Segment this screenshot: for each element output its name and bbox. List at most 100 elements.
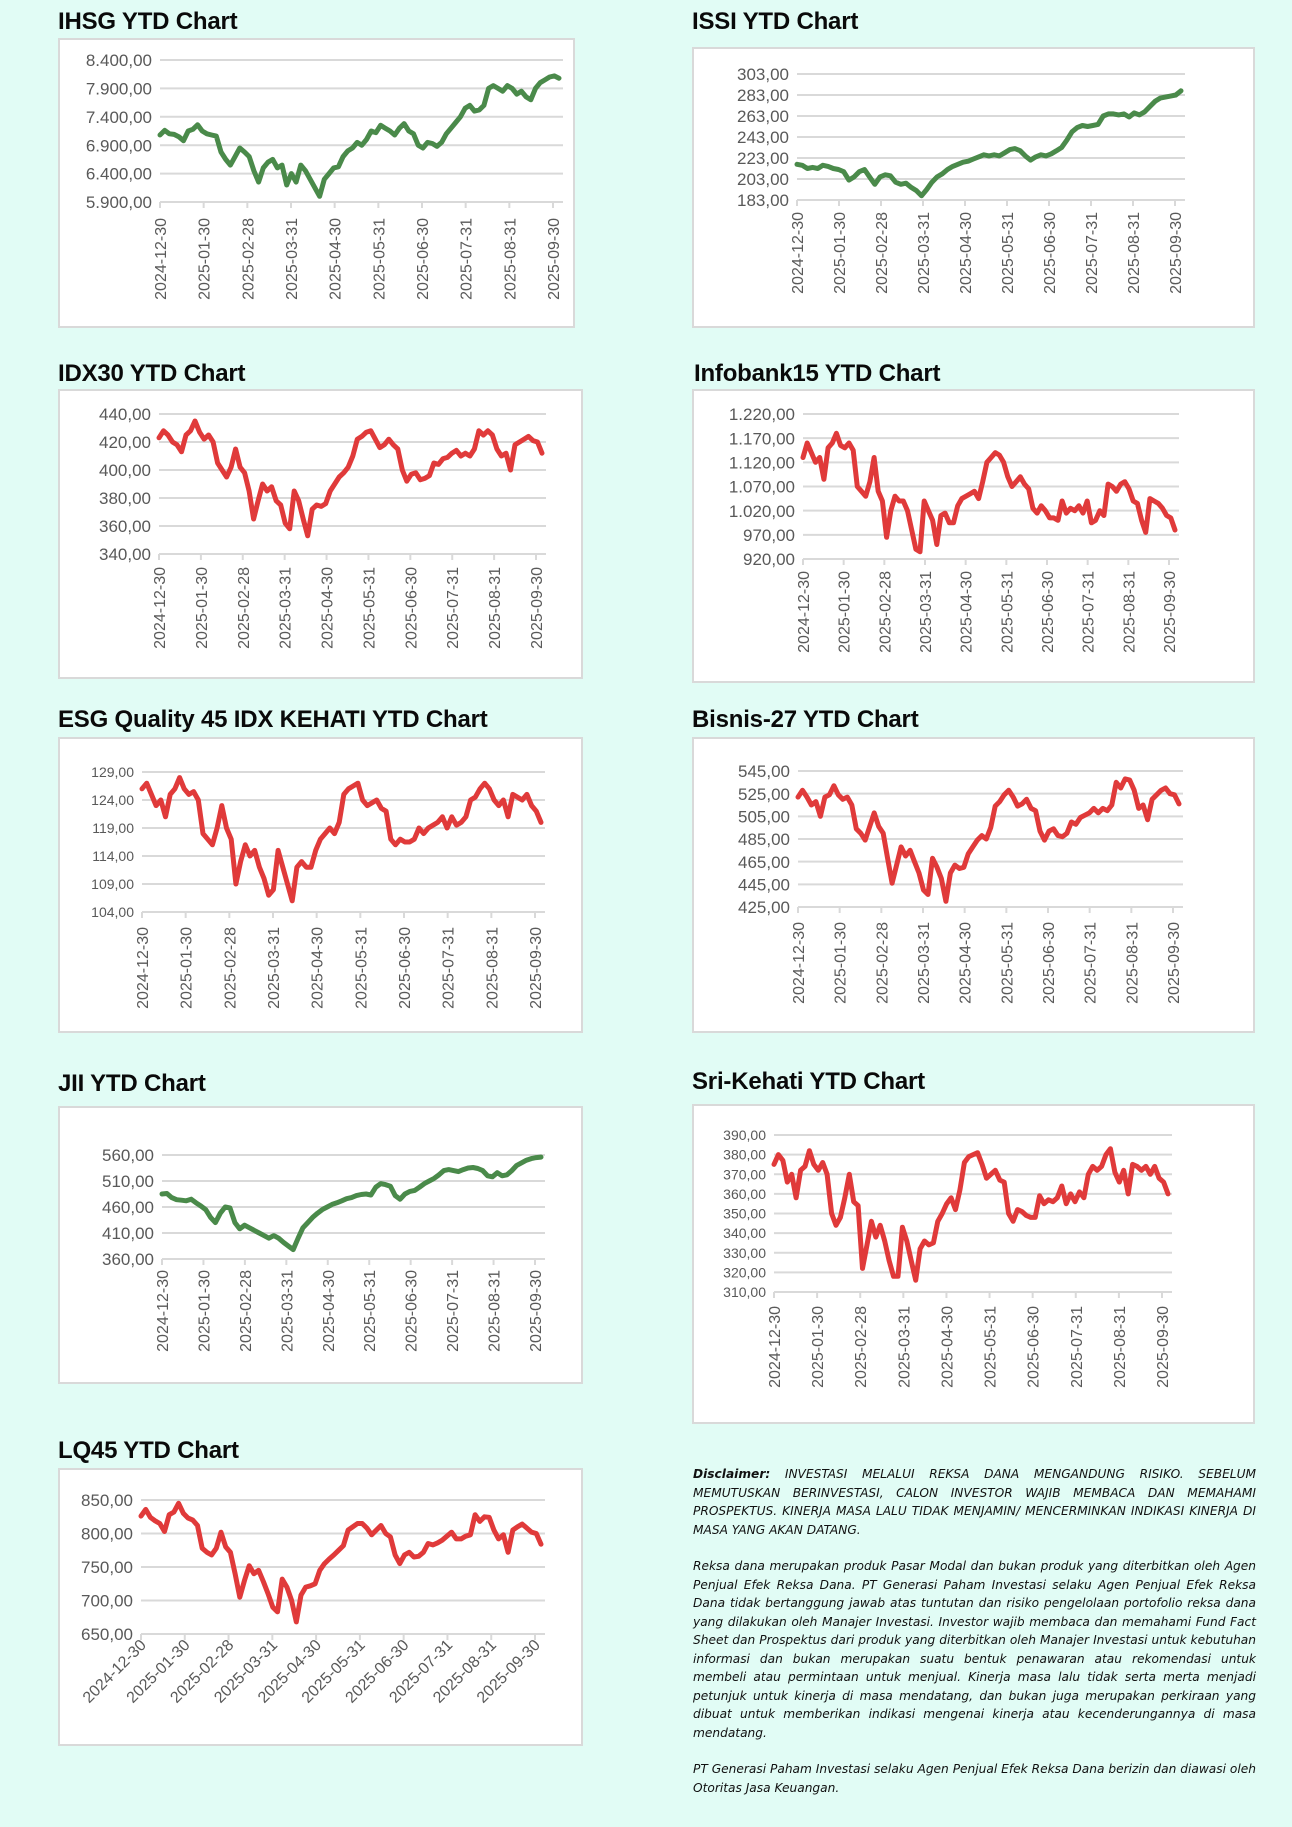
- y-tick-label: 850,00: [81, 1491, 133, 1510]
- y-tick-label: 545,00: [738, 762, 790, 781]
- chart-panel-esgq45: 104,00 109,00 114,00 119,00 124,00 129,00 2024…: [58, 737, 583, 1033]
- y-tick-label: 263,00: [737, 107, 789, 126]
- x-tick-label: 2025-04-30: [959, 571, 976, 653]
- chart-title: LQ45 YTD Chart: [58, 1437, 239, 1464]
- chart-panel-bisnis27: 425,00 445,00 465,00 485,00 505,00 525,00 545,…: [692, 737, 1255, 1033]
- x-tick-label: 2024-12-30: [135, 927, 152, 1009]
- x-tick-label: 2025-03-31: [896, 1306, 913, 1388]
- series-line: [795, 776, 1182, 904]
- x-tick-label: 2025-04-30: [939, 1306, 956, 1388]
- disclaimer-paragraph-1: Disclaimer: INVESTASI MELALUI REKSA DANA…: [693, 1465, 1256, 1539]
- x-tick-label: 2025-03-31: [266, 927, 283, 1009]
- x-tick-label: 2025-04-30: [958, 922, 975, 1004]
- chart-panel-idx30: 340,00 360,00 380,00 400,00 420,00 440,00 2024…: [58, 389, 583, 679]
- y-tick-label: 124,00: [91, 792, 134, 808]
- y-tick-label: 5.900,00: [86, 193, 152, 212]
- y-tick-label: 6.900,00: [86, 136, 152, 155]
- chart-block-ihsg: IHSG YTD Chart: [58, 8, 238, 36]
- series-line: [138, 1500, 544, 1625]
- chart-svg: 920,00 970,00 1.020,00 1.070,00 1.120,00 1.17…: [729, 405, 1179, 653]
- x-tick-label: 2024-12-30: [791, 922, 808, 1004]
- chart-svg: 104,00 109,00 114,00 119,00 124,00 129,00 2024…: [91, 764, 545, 1009]
- y-tick-label: 920,00: [743, 550, 795, 569]
- x-tick-label: 2025-08-31: [1126, 212, 1143, 294]
- y-tick-label: 505,00: [738, 807, 790, 826]
- y-tick-label: 6.400,00: [86, 165, 152, 184]
- y-tick-label: 7.900,00: [86, 80, 152, 99]
- y-tick-label: 445,00: [738, 875, 790, 894]
- series-line: [794, 88, 1184, 199]
- chart-title: JII YTD Chart: [58, 1070, 206, 1097]
- x-tick-label: 2024-12-30: [152, 567, 169, 649]
- y-tick-label: 119,00: [92, 820, 134, 836]
- y-tick-label: 104,00: [91, 904, 134, 920]
- y-tick-label: 360,00: [723, 1186, 766, 1202]
- x-tick-label: 2025-07-31: [445, 1270, 462, 1352]
- x-tick-label: 2025-02-28: [236, 567, 253, 649]
- y-tick-label: 800,00: [81, 1525, 133, 1544]
- y-tick-label: 310,00: [723, 1284, 766, 1300]
- chart-title: ISSI YTD Chart: [692, 8, 859, 35]
- chart-svg: 5.900,00 6.400,00 6.900,00 7.400,00 7.900,00…: [86, 51, 563, 300]
- chart-svg: 310,00 320,00 330,00 340,00 350,00 360,00 370,…: [723, 1127, 1172, 1388]
- chart-panel-lq45: 650,00 700,00 750,00 800,00 850,00 2024-12-30…: [58, 1468, 583, 1746]
- x-tick-label: 2025-09-30: [1166, 922, 1183, 1004]
- x-tick-label: 2025-08-31: [487, 1270, 504, 1352]
- x-tick-label: 2025-04-30: [328, 218, 345, 300]
- x-tick-label: 2025-01-30: [179, 927, 196, 1009]
- y-tick-label: 203,00: [737, 170, 789, 189]
- x-tick-label: 2025-01-30: [832, 212, 849, 294]
- x-tick-label: 2025-02-28: [853, 1306, 870, 1388]
- y-tick-label: 1.070,00: [729, 478, 795, 497]
- y-tick-label: 1.170,00: [729, 429, 795, 448]
- y-tick-label: 465,00: [738, 853, 790, 872]
- x-tick-label: 2025-04-30: [958, 212, 975, 294]
- y-tick-label: 1.120,00: [729, 453, 795, 472]
- y-tick-label: 420,00: [99, 433, 151, 452]
- x-tick-label: 2025-02-28: [240, 218, 257, 300]
- x-tick-label: 2025-08-31: [1121, 571, 1138, 653]
- disclaimer-label: Disclaimer:: [693, 1467, 771, 1481]
- x-tick-label: 2025-09-30: [1168, 212, 1185, 294]
- chart-block-esgq45: ESG Quality 45 IDX KEHATI YTD Chart: [58, 706, 488, 734]
- x-tick-label: 2025-09-30: [546, 218, 563, 300]
- x-tick-label: 2025-07-31: [445, 567, 462, 649]
- chart-panel-issi: 183,00 203,00 223,00 243,00 263,00 283,00 303,…: [692, 47, 1255, 328]
- chart-block-jii: JII YTD Chart: [58, 1070, 206, 1098]
- y-tick-label: 129,00: [91, 764, 134, 780]
- x-tick-label: 2025-09-30: [528, 927, 545, 1009]
- x-tick-label: 2025-03-31: [278, 567, 295, 649]
- x-tick-label: 2025-07-31: [1083, 922, 1100, 1004]
- x-tick-label: 2025-08-31: [487, 567, 504, 649]
- chart-title: Sri-Kehati YTD Chart: [692, 1068, 925, 1095]
- chart-svg: 183,00 203,00 223,00 243,00 263,00 283,00 303,…: [737, 65, 1185, 294]
- x-tick-label: 2025-09-30: [1155, 1306, 1172, 1388]
- x-tick-label: 2025-03-31: [916, 212, 933, 294]
- y-tick-label: 340,00: [99, 545, 151, 564]
- x-tick-label: 2025-03-31: [916, 922, 933, 1004]
- chart-svg: 360,00 410,00 460,00 510,00 560,00 2024-12-30…: [102, 1146, 545, 1352]
- y-tick-label: 320,00: [723, 1264, 766, 1280]
- x-tick-label: 2025-02-28: [874, 212, 891, 294]
- y-tick-label: 460,00: [102, 1198, 154, 1217]
- disclaimer-text: INVESTASI MELALUI REKSA DANA MENGANDUNG …: [693, 1467, 1257, 1537]
- x-tick-label: 2024-12-30: [796, 571, 813, 653]
- x-tick-label: 2025-05-31: [999, 922, 1016, 1004]
- chart-title: IHSG YTD Chart: [58, 8, 238, 35]
- x-tick-label: 2025-06-30: [1026, 1306, 1043, 1388]
- x-tick-label: 2025-09-30: [528, 1270, 545, 1352]
- y-tick-label: 425,00: [738, 898, 790, 917]
- x-tick-label: 2025-05-31: [371, 218, 388, 300]
- y-tick-label: 750,00: [81, 1558, 133, 1577]
- y-tick-label: 440,00: [99, 405, 151, 424]
- y-tick-label: 360,00: [102, 1250, 154, 1269]
- x-tick-label: 2025-02-28: [877, 571, 894, 653]
- x-tick-label: 2025-06-30: [1040, 571, 1057, 653]
- x-tick-label: 2025-01-30: [810, 1306, 827, 1388]
- chart-panel-jii: 360,00 410,00 460,00 510,00 560,00 2024-12-30…: [58, 1106, 583, 1384]
- y-tick-label: 303,00: [737, 65, 789, 84]
- x-tick-label: 2025-05-31: [999, 571, 1016, 653]
- y-tick-label: 510,00: [102, 1172, 154, 1191]
- chart-title: Infobank15 YTD Chart: [694, 360, 941, 387]
- x-tick-label: 2025-05-31: [983, 1306, 1000, 1388]
